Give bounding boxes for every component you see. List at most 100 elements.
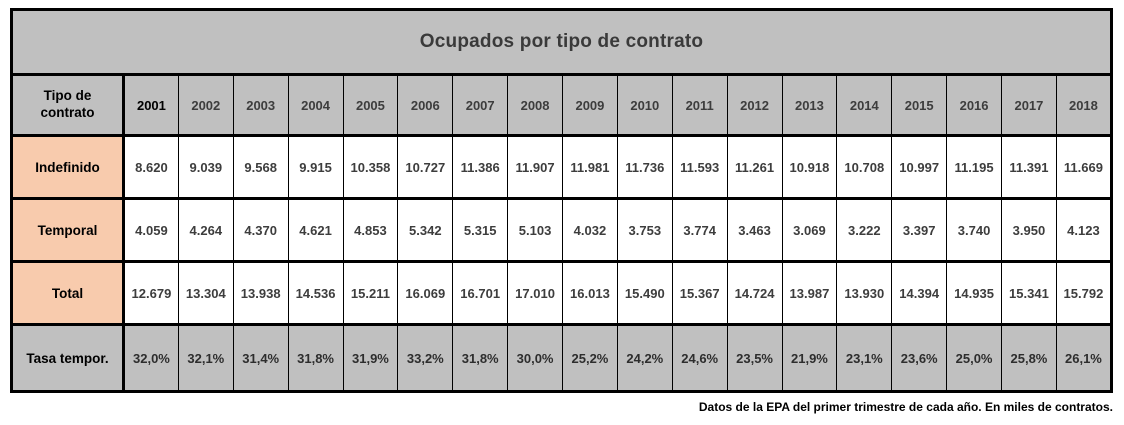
row-label: Tasa tempor. [10,323,125,393]
value-cell: 10.918 [781,134,838,200]
value-cell: 4.853 [342,197,399,263]
value-cell: 24,2% [616,323,673,393]
value-cell: 17.010 [507,260,563,326]
value-cell: 32,1% [177,323,234,393]
value-cell: 4.264 [177,197,234,263]
value-cell: 31,4% [232,323,289,393]
year-header: 2005 [342,73,399,137]
value-cell: 11.261 [726,134,783,200]
value-cell: 14.724 [726,260,783,326]
value-cell: 9.568 [232,134,289,200]
value-cell: 3.222 [836,197,893,263]
footnote: Datos de la EPA del primer trimestre de … [698,400,1113,414]
value-cell: 10.358 [342,134,399,200]
value-cell: 5.103 [507,197,563,263]
value-cell: 3.753 [616,197,673,263]
value-cell: 23,6% [891,323,948,393]
value-cell: 4.621 [287,197,344,263]
value-cell: 15.211 [342,260,399,326]
value-cell: 31,9% [342,323,399,393]
year-header: 2008 [507,73,563,137]
value-cell: 4.123 [1055,197,1113,263]
value-cell: 21,9% [781,323,838,393]
table-row: Total 12.679 13.304 13.938 14.536 15.211 16.06… [10,260,1113,326]
value-cell: 5.342 [397,197,454,263]
value-cell: 25,2% [562,323,618,393]
value-cell: 4.032 [562,197,618,263]
value-cell: 3.774 [671,197,728,263]
value-cell: 15.792 [1055,260,1113,326]
value-cell: 11.386 [452,134,509,200]
value-cell: 11.391 [1001,134,1057,200]
value-cell: 11.907 [507,134,563,200]
value-cell: 3.950 [1001,197,1057,263]
value-cell: 11.593 [671,134,728,200]
value-cell: 11.195 [946,134,1002,200]
value-cell: 3.397 [891,197,948,263]
year-header: 2004 [287,73,344,137]
value-cell: 13.938 [232,260,289,326]
value-cell: 3.069 [781,197,838,263]
year-header: 2010 [616,73,673,137]
value-cell: 13.987 [781,260,838,326]
value-cell: 15.367 [671,260,728,326]
value-cell: 16.069 [397,260,454,326]
table-row: Tasa tempor. 32,0% 32,1% 31,4% 31,8% 31,9% 33,… [10,323,1113,393]
value-cell: 11.669 [1055,134,1113,200]
header-row: Tipo de contrato 2001 2002 2003 2004 2005 200… [10,73,1113,137]
year-header: 2006 [397,73,454,137]
year-header: 2017 [1001,73,1057,137]
value-cell: 10.708 [836,134,893,200]
value-cell: 23,5% [726,323,783,393]
ocupados-table: Ocupados por tipo de contrato Tipo de co… [10,8,1113,393]
table-page: Ocupados por tipo de contrato Tipo de co… [10,8,1113,414]
row-label: Total [10,260,125,326]
value-cell: 30,0% [507,323,563,393]
value-cell: 26,1% [1055,323,1113,393]
year-header: 2014 [836,73,893,137]
value-cell: 10.997 [891,134,948,200]
value-cell: 13.304 [177,260,234,326]
value-cell: 13.930 [836,260,893,326]
year-header: 2011 [671,73,728,137]
year-header: 2012 [726,73,783,137]
value-cell: 5.315 [452,197,509,263]
value-cell: 14.536 [287,260,344,326]
year-header: 2002 [177,73,234,137]
year-header: 2015 [891,73,948,137]
table-title: Ocupados por tipo de contrato [10,8,1113,76]
value-cell: 15.490 [616,260,673,326]
year-header: 2007 [452,73,509,137]
value-cell: 32,0% [122,323,179,393]
value-cell: 3.463 [726,197,783,263]
value-cell: 9.915 [287,134,344,200]
value-cell: 8.620 [122,134,179,200]
value-cell: 33,2% [397,323,454,393]
year-header: 2013 [781,73,838,137]
value-cell: 14.394 [891,260,948,326]
value-cell: 24,6% [671,323,728,393]
value-cell: 14.935 [946,260,1002,326]
value-cell: 4.059 [122,197,179,263]
value-cell: 12.679 [122,260,179,326]
value-cell: 15.341 [1001,260,1057,326]
year-header: 2016 [946,73,1002,137]
value-cell: 25,8% [1001,323,1057,393]
value-cell: 10.727 [397,134,454,200]
title-row: Ocupados por tipo de contrato [10,8,1113,76]
value-cell: 16.701 [452,260,509,326]
value-cell: 31,8% [452,323,509,393]
year-header: 2003 [232,73,289,137]
table-row: Temporal 4.059 4.264 4.370 4.621 4.853 5.342 5.… [10,197,1113,263]
value-cell: 23,1% [836,323,893,393]
value-cell: 9.039 [177,134,234,200]
corner-header: Tipo de contrato [10,73,125,137]
value-cell: 31,8% [287,323,344,393]
row-label: Temporal [10,197,125,263]
value-cell: 11.981 [562,134,618,200]
year-header: 2009 [562,73,618,137]
value-cell: 25,0% [946,323,1002,393]
year-header: 2018 [1055,73,1113,137]
value-cell: 3.740 [946,197,1002,263]
row-label: Indefinido [10,134,125,200]
